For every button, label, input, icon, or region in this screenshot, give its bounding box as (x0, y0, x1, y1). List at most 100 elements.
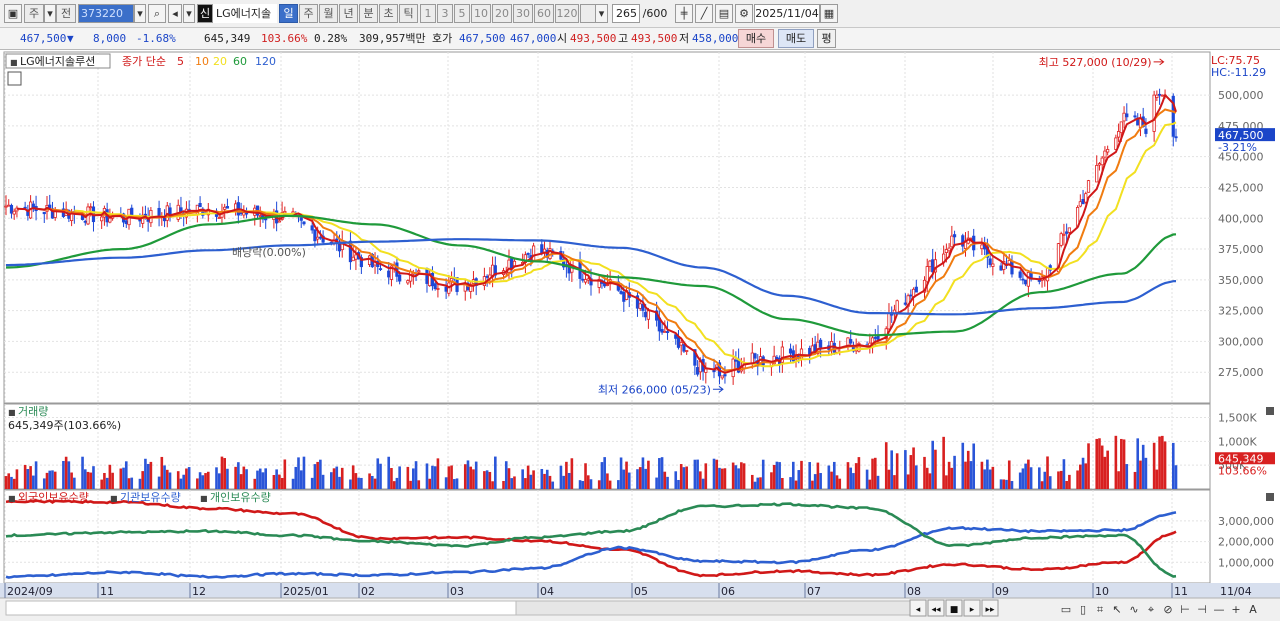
volume-bar (138, 478, 142, 489)
price-candle-body (89, 206, 93, 209)
quote-volume: 645,349 (204, 32, 251, 45)
price-candle-body (895, 300, 899, 313)
tool-icon: ▭ (1061, 603, 1071, 616)
volume-bar (794, 480, 798, 489)
tool-icon: ▯ (1080, 603, 1086, 616)
price-candle-body (283, 211, 287, 214)
volume-bar (111, 472, 114, 489)
volume-bar (447, 466, 451, 489)
tab-period-second[interactable]: 초 (379, 4, 398, 23)
ask-label: 호가 (432, 32, 453, 45)
volume-bar (701, 478, 705, 489)
volume-bar (1076, 470, 1079, 489)
volume-summary: 645,349주(103.66%) (8, 419, 121, 432)
legend-prefix: 종가 단순 (122, 55, 166, 68)
high-arrow-icon (1153, 58, 1165, 66)
speaker-dropdown-icon[interactable]: ▾ (183, 4, 195, 23)
price-candle-body (1114, 137, 1118, 150)
volume-bar (1139, 460, 1142, 489)
volume-bar (510, 478, 514, 489)
avg-button[interactable]: 평 (817, 29, 836, 48)
volume-bar (444, 477, 448, 489)
interval-5[interactable]: 5 (454, 4, 470, 23)
price-candle-body (217, 217, 221, 219)
interval-20[interactable]: 20 (492, 4, 512, 23)
period-type-dropdown-icon[interactable]: ▾ (44, 4, 56, 23)
price-candle-body (433, 283, 437, 290)
candle-icon[interactable]: ╪ (675, 4, 693, 23)
volume-bar (720, 468, 724, 489)
price-candle-body (635, 295, 640, 309)
speaker-icon[interactable]: ◂ (168, 4, 182, 23)
volume-bar (660, 457, 664, 489)
volume-bar (835, 475, 839, 489)
tab-period-month[interactable]: 월 (319, 4, 338, 23)
interval-120[interactable]: 120 (555, 4, 579, 23)
volume-bar (887, 469, 891, 489)
price-candle-body (876, 335, 880, 340)
interval-3[interactable]: 3 (437, 4, 453, 23)
tab-period-day[interactable]: 일 (279, 4, 298, 23)
price-candle-body (225, 206, 230, 209)
price-candle-body (540, 244, 544, 254)
code-dropdown-icon[interactable]: ▾ (134, 4, 146, 23)
price-candle-body (1086, 180, 1091, 193)
interval-60[interactable]: 60 (534, 4, 554, 23)
volume-bar (597, 480, 601, 489)
x-axis-band (0, 583, 1280, 598)
layout-icon[interactable]: ▣ (4, 4, 22, 23)
volume-bar (1103, 456, 1107, 489)
price-candle-body (947, 247, 951, 252)
draw-tool-icon[interactable]: ╱ (695, 4, 713, 23)
sell-button[interactable]: 매도 (778, 29, 814, 48)
price-candle-body (903, 302, 907, 305)
date-input[interactable]: 2025/11/04 (754, 4, 820, 23)
volume-bar (857, 457, 861, 489)
interval-dropdown-icon[interactable]: ▾ (595, 4, 608, 23)
tab-period-tick[interactable]: 틱 (399, 4, 418, 23)
volume-bar (502, 480, 505, 489)
interval-10[interactable]: 10 (471, 4, 491, 23)
holdings-tick-label: 3,000,000 (1218, 515, 1274, 528)
tab-period-year[interactable]: 년 (339, 4, 358, 23)
volume-bar (1007, 460, 1011, 489)
period-type-select[interactable]: 주 (24, 4, 44, 23)
nav-icon: ▸▸ (985, 605, 995, 615)
price-candle-body (48, 204, 52, 209)
price-candle-body (310, 225, 314, 231)
high-label: 고 (618, 32, 629, 45)
price-candle-body (359, 257, 363, 268)
volume-bar (526, 465, 530, 489)
prev-button[interactable]: 전 (56, 4, 76, 23)
volume-bar (622, 469, 626, 489)
buy-button[interactable]: 매수 (738, 29, 774, 48)
volume-bar (759, 477, 762, 489)
volume-bar (636, 469, 639, 489)
volume-bar (103, 472, 106, 489)
volume-bar (1048, 476, 1052, 489)
volume-bar (619, 457, 623, 489)
volume-bar (433, 466, 437, 489)
tab-period-week[interactable]: 주 (299, 4, 318, 23)
price-candle-body (512, 260, 517, 267)
search-icon[interactable]: ⌕ (148, 4, 166, 23)
interval-1[interactable]: 1 (420, 4, 436, 23)
volume-bar (740, 462, 743, 489)
price-candle-body (4, 205, 8, 208)
volume-bar (368, 473, 371, 489)
save-icon[interactable]: ▤ (715, 4, 733, 23)
tab-period-minute[interactable]: 분 (359, 4, 378, 23)
volume-bar (813, 474, 817, 489)
calendar-icon[interactable]: ▦ (820, 4, 838, 23)
gear-icon[interactable]: ⚙ (735, 4, 753, 23)
price-candle-body (622, 291, 626, 302)
volume-bar (699, 471, 702, 489)
interval-30[interactable]: 30 (513, 4, 533, 23)
ma-5-line (16, 93, 1177, 374)
count-input[interactable]: 265 (612, 4, 640, 23)
price-panel-title: LG에너지솔루션 (20, 55, 95, 68)
stock-code-input[interactable]: 373220 (78, 4, 134, 23)
price-candle-body (351, 256, 355, 262)
price-candle-body (720, 375, 724, 379)
chart-bg (0, 50, 1280, 621)
